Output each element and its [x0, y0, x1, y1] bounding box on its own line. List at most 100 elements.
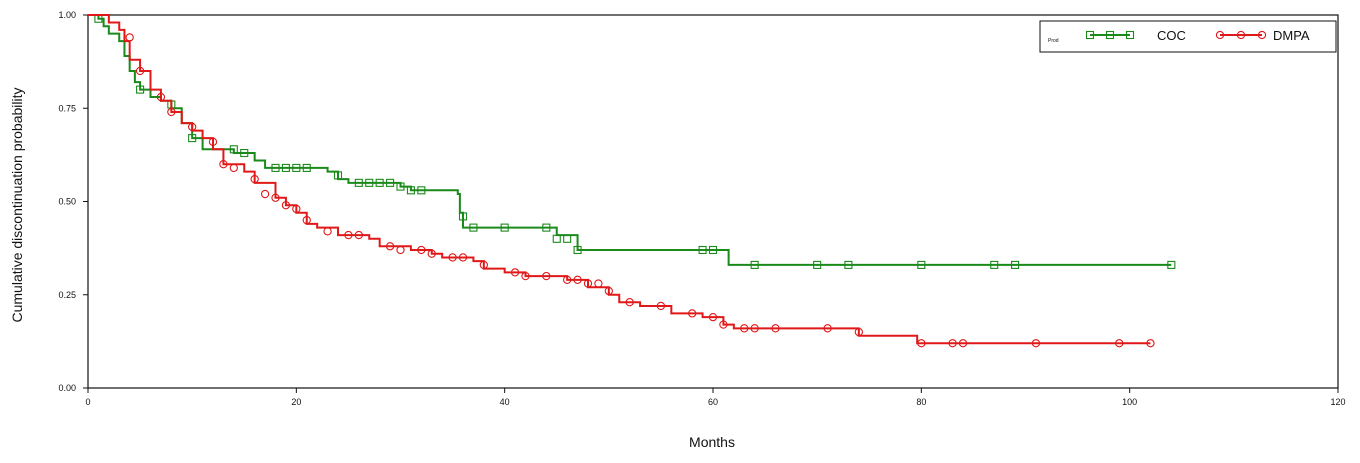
x-axis-label: Months [689, 434, 735, 450]
censor-mark [281, 201, 291, 210]
legend-marker-dmpa [1236, 30, 1246, 40]
censor-mark [354, 230, 363, 240]
censor-mark [1115, 339, 1124, 348]
censor-mark [375, 178, 384, 187]
series-line-dmpa [88, 14, 1151, 345]
censor-mark [1146, 339, 1155, 348]
censor-mark [1031, 339, 1041, 348]
censor-mark [625, 298, 634, 307]
censor-mark [990, 260, 999, 269]
series-dmpa [88, 14, 1155, 348]
censor-mark [229, 163, 238, 173]
censor-mark [583, 279, 593, 288]
y-tick-label: 0.75 [58, 103, 76, 113]
censor-mark [1167, 260, 1176, 269]
censor-mark [542, 271, 551, 281]
censor-mark [386, 178, 395, 187]
censor-mark [573, 275, 582, 284]
censor-mark [125, 33, 134, 42]
censor-mark [219, 160, 228, 169]
legend-marker-dmpa [1215, 30, 1225, 40]
censor-mark [844, 260, 853, 269]
censor-mark [563, 234, 572, 243]
censor-mark [740, 324, 749, 333]
censor-mark [469, 223, 478, 232]
censor-mark [656, 301, 666, 311]
legend-marker-coc [1085, 30, 1095, 40]
censor-mark [719, 320, 728, 329]
legend-prefix: Prod [1048, 38, 1059, 44]
censor-mark [396, 182, 405, 191]
censor-mark [573, 245, 582, 255]
y-axis-label: Cumulative discontinuation probability [9, 87, 25, 322]
censor-mark [1011, 260, 1020, 269]
censor-mark [365, 178, 374, 187]
censor-mark [156, 92, 166, 102]
y-tick-label: 0.00 [58, 383, 76, 393]
series-coc [88, 14, 1176, 269]
censor-mark [281, 163, 290, 172]
censor-mark [917, 339, 926, 348]
censor-mark [344, 230, 353, 240]
censor-mark [948, 339, 957, 348]
censor-mark [542, 223, 551, 232]
censor-mark [823, 324, 832, 333]
series-line-coc [88, 14, 1172, 266]
legend-box [1039, 20, 1337, 53]
censor-mark [521, 271, 530, 281]
censor-mark [354, 178, 363, 187]
censor-mark [458, 212, 468, 221]
x-tick-label: 120 [1330, 397, 1345, 407]
censor-mark [292, 204, 301, 214]
censor-mark [135, 66, 145, 76]
censor-mark [406, 186, 415, 195]
censor-mark [917, 260, 926, 269]
censor-mark [708, 245, 718, 255]
legend-label-dmpa: DMPA [1273, 28, 1310, 43]
censor-mark [333, 171, 343, 180]
legend-label-coc: COC [1157, 28, 1186, 43]
censor-mark [594, 279, 603, 288]
censor-mark [479, 260, 488, 270]
censor-mark [240, 148, 249, 158]
censor-mark [510, 268, 520, 277]
censor-mark [323, 227, 332, 236]
censor-mark [229, 145, 238, 154]
censor-mark [771, 324, 780, 333]
y-tick-label: 0.50 [58, 197, 76, 207]
censor-mark [292, 163, 301, 172]
censor-mark [688, 309, 697, 318]
censor-mark [552, 234, 561, 243]
censor-mark [427, 249, 436, 258]
censor-mark [958, 339, 968, 348]
legend-marker-coc [1105, 30, 1115, 40]
x-tick-label: 20 [291, 397, 301, 407]
x-tick-label: 40 [500, 397, 510, 407]
censor-mark [250, 174, 259, 184]
censor-mark [698, 245, 707, 255]
censor-mark [448, 253, 457, 262]
censor-mark [136, 85, 145, 94]
x-tick-label: 0 [85, 397, 90, 407]
censor-mark [167, 107, 176, 117]
censor-mark [302, 163, 311, 172]
censor-mark [604, 286, 613, 296]
censor-mark [260, 189, 270, 199]
censor-mark [302, 215, 311, 225]
x-tick-label: 100 [1122, 397, 1137, 407]
censor-mark [500, 223, 509, 232]
censor-mark [188, 122, 197, 132]
censor-mark [208, 137, 218, 146]
censor-mark [385, 242, 395, 251]
censor-mark [417, 245, 426, 255]
censor-mark [417, 186, 426, 195]
x-tick-label: 80 [916, 397, 926, 407]
censor-mark [854, 327, 863, 337]
censor-mark [813, 260, 822, 269]
censor-mark [563, 275, 572, 284]
y-tick-label: 0.25 [58, 290, 76, 300]
censor-mark [271, 193, 280, 202]
censor-mark [708, 312, 718, 322]
censor-mark [396, 245, 405, 255]
